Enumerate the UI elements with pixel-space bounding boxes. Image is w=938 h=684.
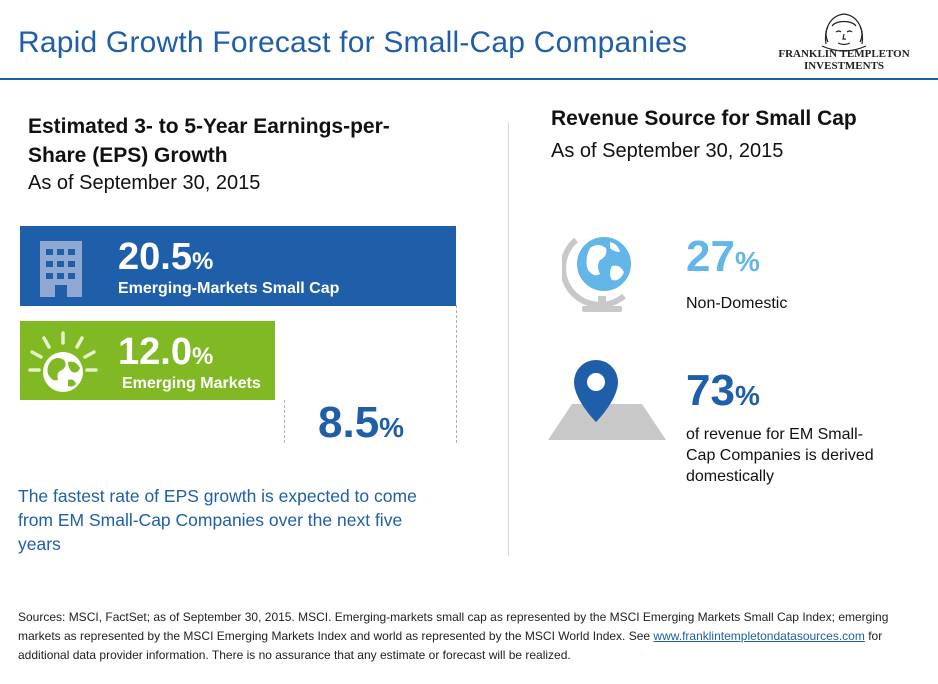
bar-label-1: Emerging Markets [122,375,261,392]
logo-text: FRANKLIN TEMPLETON INVESTMENTS [766,48,922,72]
map-pin-icon [548,360,666,440]
stat-unit-1: % [734,380,760,411]
stat-value-non-domestic: 27% [686,232,760,282]
sources-disclaimer: for additional data provider information… [18,629,883,662]
sources-footnote: Sources: MSCI, FactSet; as of September … [18,608,928,665]
revenue-heading: Revenue Source for Small Cap [551,107,857,130]
building-icon [40,241,82,297]
bar-value-number-0: 20.5 [118,236,192,278]
revenue-date: As of September 30, 2015 [551,140,784,162]
eps-date: As of September 30, 2015 [28,172,261,194]
bar-value-2: 8.5% [318,398,404,448]
bar-value-0: 20.5% [118,236,213,279]
bar-value-number-2: 8.5 [318,398,380,447]
stat-unit-0: % [734,246,760,277]
eps-heading: Estimated 3- to 5-Year Earnings-per-Shar… [28,115,390,167]
stat-number-1: 73 [686,366,735,415]
sources-text: Sources: MSCI, FactSet; as of September … [18,610,889,643]
franklin-logo [821,13,867,52]
bar-value-unit-1: % [191,343,214,370]
eps-note: The fastest rate of EPS growth is expect… [18,486,417,554]
stat-label-non-domestic: Non-Domestic [686,295,788,312]
bar-value-unit-2: % [379,412,405,443]
bar-value-unit-0: % [191,248,214,275]
globe-stand-icon [562,237,631,312]
globe-icon [28,331,98,392]
stat-label-domestic: of revenue for EM Small-Cap Companies is… [686,426,874,485]
bar-em-small-cap [20,226,456,306]
bar-world [20,416,201,444]
bar-value-number-1: 12.0 [118,331,192,373]
title-rule [0,78,938,80]
column-divider [508,122,509,556]
logo-line1: FRANKLIN TEMPLETON [778,48,910,60]
bar-extent-line-1 [284,400,285,443]
bar-value-1: 12.0% [118,331,213,374]
bar-label-0: Emerging-Markets Small Cap [118,280,340,297]
page-title: Rapid Growth Forecast for Small-Cap Comp… [18,26,688,59]
bar-extent-line-0 [456,305,457,443]
data-sources-link[interactable]: www.franklintempletondatasources.com [653,629,865,643]
logo-line2: INVESTMENTS [803,60,885,72]
stat-value-domestic: 73% [686,366,760,416]
stat-number-0: 27 [686,232,735,281]
